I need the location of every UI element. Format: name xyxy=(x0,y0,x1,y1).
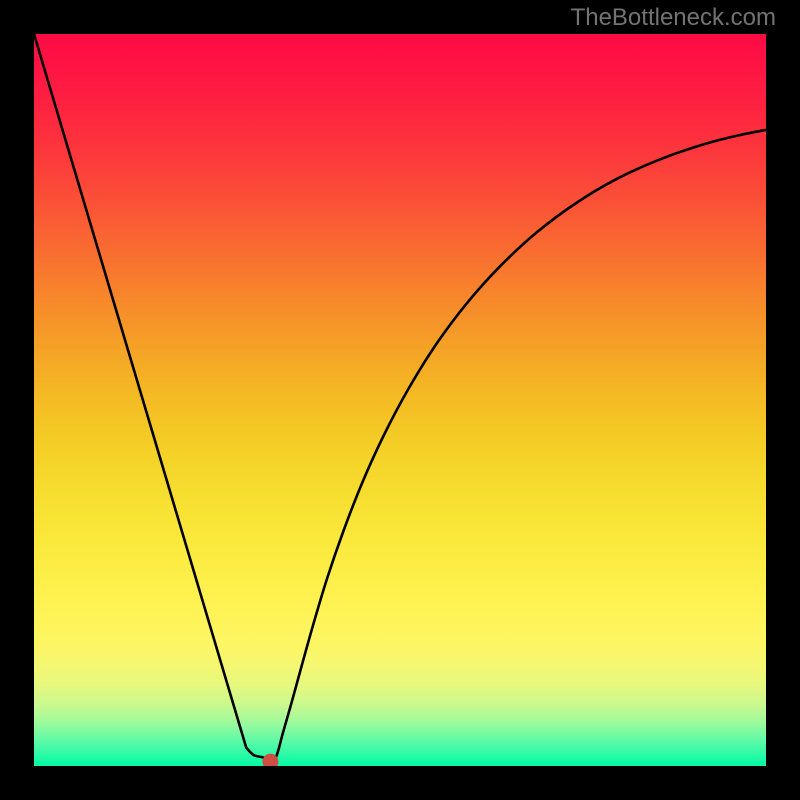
plot-area xyxy=(34,34,766,766)
background-gradient xyxy=(34,34,766,766)
watermark-text: TheBottleneck.com xyxy=(571,4,776,32)
chart-root: TheBottleneck.com xyxy=(0,0,800,800)
